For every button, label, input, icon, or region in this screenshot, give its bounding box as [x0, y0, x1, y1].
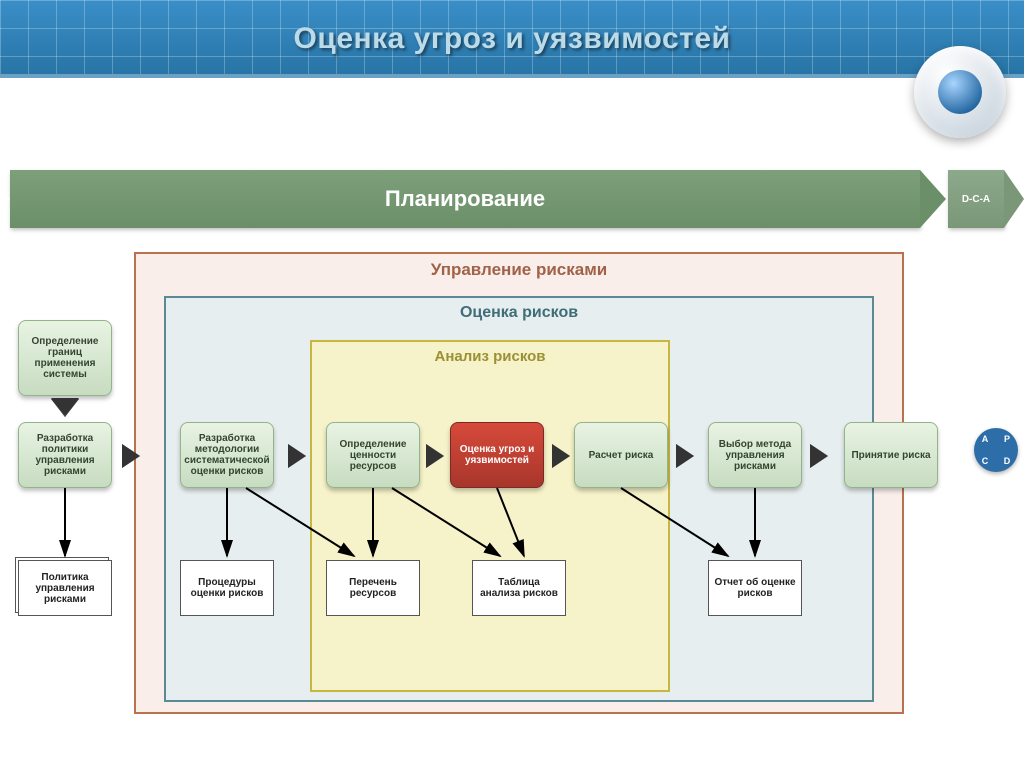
output-out-report: Отчет об оценке рисков: [708, 560, 802, 616]
output-out-resources: Перечень ресурсов: [326, 560, 420, 616]
dca-label: D-C-A: [962, 194, 990, 205]
process-define-value: Определение ценности ресурсов: [326, 422, 420, 488]
process-define-boundaries: Определение границ применения системы: [18, 320, 112, 396]
quad-d: D: [1004, 456, 1011, 466]
dca-arrow: D-C-A: [948, 170, 1004, 228]
apcd-badge: A P C D: [974, 428, 1018, 472]
chain-arrow-3: [554, 446, 570, 466]
chain-arrow-0: [124, 446, 140, 466]
output-out-policy: Политика управления рисками: [18, 560, 112, 616]
globe-badge: [914, 46, 1006, 138]
planning-label: Планирование: [385, 186, 545, 212]
chain-arrow-2: [428, 446, 444, 466]
frame-inner-title: Анализ рисков: [312, 342, 668, 365]
process-dev-methodology: Разработка методологии систематической о…: [180, 422, 274, 488]
process-calc-risk: Расчет риска: [574, 422, 668, 488]
chain-arrow-5: [812, 446, 828, 466]
frame-outer-title: Управление рисками: [136, 254, 902, 280]
chain-arrow-1: [290, 446, 306, 466]
frame-mid-title: Оценка рисков: [166, 298, 872, 322]
process-choose-method: Выбор метода управления рисками: [708, 422, 802, 488]
frame-risk-analysis: Анализ рисков: [310, 340, 670, 692]
process-assess-threats: Оценка угроз и уязвимостей: [450, 422, 544, 488]
quad-a: A: [982, 434, 989, 444]
process-dev-policy: Разработка политики управления рисками: [18, 422, 112, 488]
quad-p: P: [1004, 434, 1010, 444]
output-out-procedures: Процедуры оценки рисков: [180, 560, 274, 616]
planning-arrow: Планирование: [10, 170, 920, 228]
globe-icon: [938, 70, 982, 114]
quad-c: C: [982, 456, 989, 466]
output-out-table: Таблица анализа рисков: [472, 560, 566, 616]
process-accept-risk: Принятие риска: [844, 422, 938, 488]
chain-arrow-4: [678, 446, 694, 466]
down-connector-icon: [53, 400, 77, 416]
page-title: Оценка угроз и уязвимостей: [0, 22, 1024, 56]
